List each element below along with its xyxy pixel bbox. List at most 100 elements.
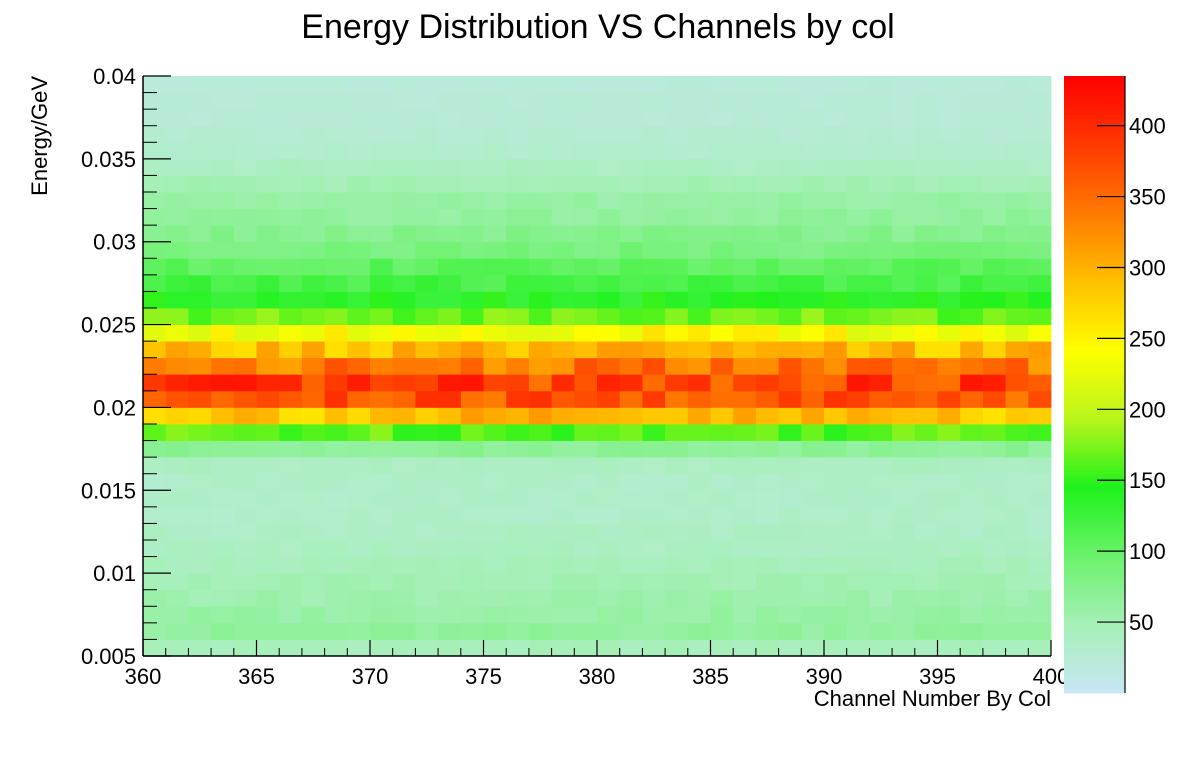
heatmap-cell <box>846 506 870 524</box>
heatmap-cell <box>415 241 439 259</box>
heatmap-cell <box>574 175 598 193</box>
heatmap-cell <box>483 125 507 143</box>
heatmap-cell <box>824 76 848 93</box>
heatmap-cell <box>914 457 938 475</box>
heatmap-cell <box>778 573 802 591</box>
heatmap-cell <box>528 390 552 408</box>
colorbar-strip <box>1064 330 1125 335</box>
heatmap-cell <box>165 606 189 624</box>
heatmap-cell <box>256 606 280 624</box>
heatmap-cell <box>211 473 235 491</box>
heatmap-cell <box>642 308 666 325</box>
colorbar-strip <box>1064 257 1125 262</box>
heatmap-cell <box>188 357 212 375</box>
heatmap-cell <box>324 158 348 176</box>
heatmap-cell <box>937 440 961 458</box>
heatmap-cell <box>1005 407 1029 425</box>
heatmap-cell <box>143 258 167 276</box>
heatmap-cell <box>211 407 235 425</box>
heatmap-cell <box>460 258 484 276</box>
heatmap-cell <box>551 407 575 425</box>
heatmap-cell <box>528 490 552 508</box>
heatmap-cell <box>233 341 257 359</box>
heatmap-cell <box>165 589 189 607</box>
x-axis-label: Channel Number By Col <box>814 686 1051 711</box>
heatmap-cell <box>982 573 1006 591</box>
heatmap-cell <box>256 639 280 657</box>
heatmap-cell <box>710 258 734 276</box>
heatmap-cell <box>551 606 575 624</box>
heatmap-cell <box>301 125 325 143</box>
heatmap-cell <box>551 341 575 359</box>
heatmap-cell <box>233 125 257 143</box>
heatmap-cell <box>506 622 530 640</box>
y-tick-label: 0.035 <box>81 147 136 172</box>
heatmap-cell <box>438 274 462 292</box>
colorbar-strip <box>1064 180 1125 185</box>
heatmap-cell <box>506 457 530 475</box>
heatmap-cell <box>960 357 984 375</box>
heatmap-cell <box>665 324 689 342</box>
heatmap-cell <box>392 291 416 309</box>
heatmap-cell <box>710 341 734 359</box>
heatmap-cell <box>710 573 734 591</box>
heatmap-cell <box>574 109 598 127</box>
heatmap-cell <box>687 258 711 276</box>
heatmap-cell <box>778 192 802 209</box>
heatmap-cell <box>597 556 621 574</box>
heatmap-cell <box>301 390 325 408</box>
heatmap-cell <box>687 440 711 458</box>
heatmap-cell <box>460 573 484 591</box>
heatmap-cell <box>733 622 757 640</box>
heatmap-cell <box>370 639 394 657</box>
heatmap-cell <box>188 158 212 176</box>
heatmap-cell <box>642 639 666 657</box>
heatmap-cell <box>665 424 689 441</box>
heatmap-cell <box>755 192 779 209</box>
heatmap-cell <box>710 639 734 657</box>
heatmap-cell <box>801 523 825 541</box>
heatmap-cell <box>1028 490 1052 508</box>
colorbar-strip <box>1064 160 1125 166</box>
heatmap-cell <box>392 606 416 624</box>
heatmap-cell <box>733 324 757 342</box>
heatmap-cell <box>256 457 280 475</box>
heatmap-cell <box>415 390 439 408</box>
heatmap-cell <box>937 92 961 110</box>
heatmap-cell <box>892 407 916 425</box>
heatmap-cell <box>324 424 348 441</box>
heatmap-cell <box>801 142 825 160</box>
heatmap-cell <box>370 175 394 193</box>
heatmap-cell <box>324 390 348 408</box>
heatmap-cell <box>528 92 552 110</box>
heatmap-cell <box>801 490 825 508</box>
heatmap-cell <box>233 92 257 110</box>
heatmap-cell <box>347 622 371 640</box>
heatmap-cell <box>1005 424 1029 441</box>
colorbar-strip <box>1064 234 1125 239</box>
heatmap-cell <box>165 109 189 127</box>
heatmap-cell <box>256 589 280 607</box>
heatmap-cell <box>143 390 167 408</box>
heatmap-cell <box>597 142 621 160</box>
heatmap-cell <box>438 109 462 127</box>
heatmap-cell <box>483 639 507 657</box>
heatmap-cell <box>982 506 1006 524</box>
colorbar-tick-label: 250 <box>1129 326 1166 351</box>
heatmap-cell <box>914 175 938 193</box>
heatmap-cell <box>687 225 711 243</box>
heatmap-cell <box>824 357 848 375</box>
heatmap-cell <box>755 308 779 325</box>
heatmap-cell <box>528 374 552 392</box>
heatmap-cell <box>846 125 870 143</box>
heatmap-cell <box>256 374 280 392</box>
colorbar-strip <box>1064 430 1125 436</box>
heatmap-cell <box>370 473 394 491</box>
heatmap-cell <box>869 109 893 127</box>
heatmap-cell <box>392 158 416 176</box>
colorbar-strip <box>1064 172 1125 177</box>
heatmap-cell <box>733 589 757 607</box>
heatmap-cell <box>143 540 167 557</box>
heatmap-cell <box>824 506 848 524</box>
colorbar-strip <box>1064 488 1125 493</box>
